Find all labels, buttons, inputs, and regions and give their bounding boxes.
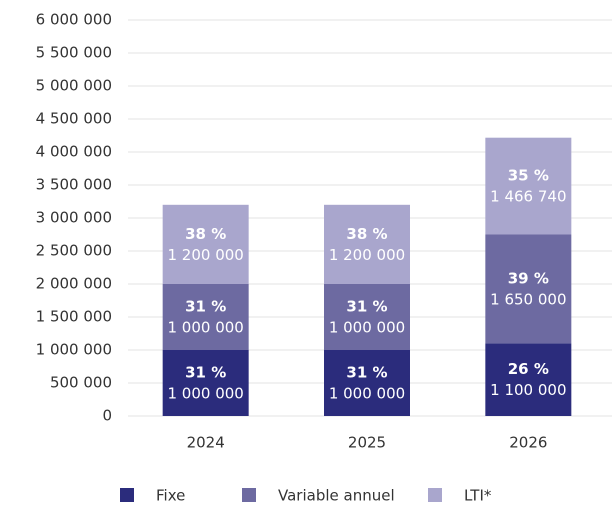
value-label: 1 000 000: [167, 385, 243, 403]
bar-segment: [485, 343, 572, 416]
bar-segment: [162, 284, 249, 350]
share-label: 39 %: [508, 269, 549, 287]
share-label: 35 %: [508, 167, 549, 185]
value-label: 1 000 000: [329, 385, 405, 403]
bar-segment: [485, 234, 572, 344]
legend-swatch: [242, 488, 256, 502]
legend-swatch: [120, 488, 134, 502]
x-tick-label: 2025: [348, 434, 386, 452]
bar-segment: [162, 350, 249, 416]
y-tick-label: 1 500 000: [36, 308, 112, 326]
bar-segment: [485, 137, 572, 235]
share-label: 31 %: [185, 364, 226, 382]
legend-label: Variable annuel: [278, 487, 395, 505]
value-label: 1 200 000: [167, 246, 243, 264]
share-label: 31 %: [346, 298, 387, 316]
y-tick-label: 3 000 000: [36, 209, 112, 227]
bar-segment: [324, 284, 410, 350]
share-label: 31 %: [185, 298, 226, 316]
y-tick-label: 5 000 000: [36, 77, 112, 95]
value-label: 1 100 000: [490, 381, 566, 399]
y-tick-label: 4 000 000: [36, 143, 112, 161]
y-tick-label: 6 000 000: [36, 11, 112, 29]
share-label: 38 %: [185, 225, 226, 243]
x-tick-label: 2026: [509, 434, 547, 452]
value-label: 1 000 000: [329, 319, 405, 337]
legend-swatch: [428, 488, 442, 502]
value-label: 1 466 740: [490, 188, 566, 206]
y-tick-label: 2 500 000: [36, 242, 112, 260]
x-tick-label: 2024: [187, 434, 225, 452]
bar-segment: [324, 350, 410, 416]
value-label: 1 200 000: [329, 246, 405, 264]
value-label: 1 000 000: [167, 319, 243, 337]
y-tick-label: 0: [102, 407, 112, 425]
value-label: 1 650 000: [490, 290, 566, 308]
y-tick-label: 1 000 000: [36, 341, 112, 359]
share-label: 38 %: [346, 225, 387, 243]
legend-label: Fixe: [156, 487, 185, 505]
y-tick-label: 2 000 000: [36, 275, 112, 293]
bar-segment: [324, 204, 410, 284]
bar-segment: [162, 204, 249, 284]
y-tick-label: 500 000: [50, 374, 112, 392]
y-tick-label: 3 500 000: [36, 176, 112, 194]
share-label: 31 %: [346, 364, 387, 382]
y-tick-label: 4 500 000: [36, 110, 112, 128]
legend-label: LTI*: [464, 487, 492, 505]
y-tick-label: 5 500 000: [36, 44, 112, 62]
share-label: 26 %: [508, 360, 549, 378]
